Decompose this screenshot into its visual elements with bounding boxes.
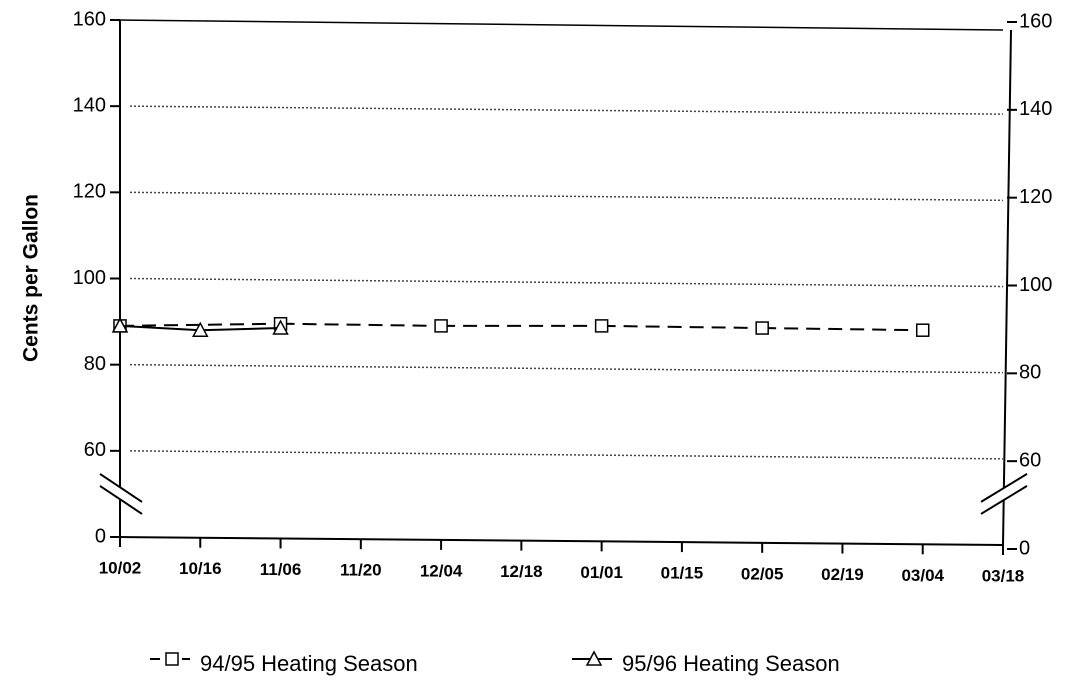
y2-tick-label: 80	[1019, 362, 1041, 384]
line-segment	[119, 324, 201, 332]
y2-tick-label: 140	[1019, 98, 1052, 120]
y-axis-label: Cents per Gallon	[20, 194, 43, 362]
y2-tick-label: 100	[1019, 274, 1052, 296]
marker	[111, 317, 129, 333]
legend-marker	[165, 652, 179, 666]
axis-break-gap	[116, 487, 124, 500]
x-tick-label: 10/16	[179, 559, 222, 578]
y-tick-label: 0	[95, 525, 106, 547]
axis-break-mark	[980, 473, 1028, 503]
grid-line	[129, 105, 1004, 115]
y-tick-label: 120	[73, 181, 106, 203]
x-tick-label: 03/18	[982, 566, 1025, 585]
axis-break-mark	[99, 473, 143, 503]
y-tick-label: 100	[73, 267, 106, 289]
x-tick-label: 03/04	[901, 566, 944, 585]
legend-label: 95/96 Heating Season	[622, 651, 840, 676]
marker	[192, 321, 209, 337]
x-tick-label: 01/01	[580, 563, 623, 582]
y2-tick-label: 160	[1019, 10, 1052, 32]
line-segment	[280, 322, 442, 327]
line-segment	[119, 322, 281, 327]
y-tick-label: 140	[73, 94, 106, 116]
x-tick-label: 11/20	[340, 561, 382, 580]
x-tick-label: 11/06	[260, 560, 302, 579]
line-segment	[762, 327, 923, 332]
legend-marker	[585, 650, 603, 666]
x-axis	[119, 536, 1004, 546]
marker	[434, 319, 448, 333]
grid-line	[129, 450, 1004, 460]
marker	[755, 321, 769, 335]
line-segment	[601, 324, 763, 330]
grid-line	[129, 363, 1004, 374]
x-tick-label: 12/04	[420, 561, 463, 580]
grid-line	[129, 277, 1004, 288]
y-tick-label: 60	[84, 439, 106, 461]
grid-line	[129, 191, 1004, 202]
y2-tick-label: 60	[1019, 449, 1041, 471]
axis-break-mark	[980, 485, 1028, 515]
x-tick-label: 02/05	[741, 564, 784, 583]
legend-label: 94/95 Heating Season	[200, 651, 418, 676]
top-border	[119, 19, 1004, 31]
y-tick-label: 80	[84, 353, 106, 375]
marker	[594, 319, 609, 333]
marker	[272, 319, 289, 335]
x-tick-label: 10/02	[99, 558, 142, 577]
right-axis	[1002, 29, 1012, 546]
y2-tick-label: 0	[1019, 537, 1030, 559]
x-tick-label: 02/19	[821, 565, 864, 584]
marker	[915, 323, 930, 337]
axis-break-mark	[99, 485, 143, 515]
y-tick-label: 160	[73, 8, 106, 30]
y2-tick-label: 120	[1019, 186, 1052, 208]
line-segment	[200, 327, 281, 332]
x-tick-label: 01/15	[661, 564, 704, 583]
x-tick-label: 12/18	[500, 562, 543, 581]
